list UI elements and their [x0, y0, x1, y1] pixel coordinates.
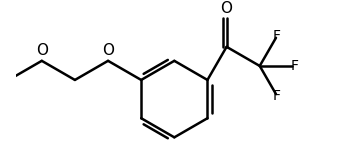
Text: O: O — [221, 1, 232, 16]
Text: F: F — [273, 29, 281, 43]
Text: O: O — [102, 43, 114, 58]
Text: F: F — [273, 89, 281, 103]
Text: O: O — [36, 43, 48, 58]
Text: F: F — [290, 59, 298, 73]
